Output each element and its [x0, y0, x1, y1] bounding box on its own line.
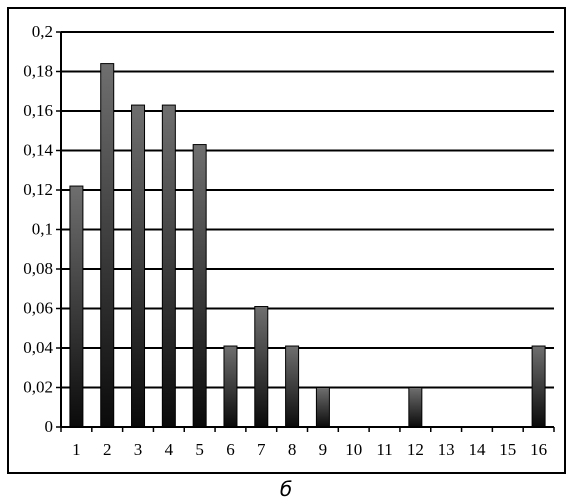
x-tick-labels: 1 2 3 4 5 6 7 8 9 10 11 12 13 14 15 16: [72, 440, 547, 459]
y-tick-labels: 0 0,02 0,04 0,06 0,08 0,1 0,12 0,14 0,16 0,18 0,2: [23, 22, 53, 436]
bar-6: [223, 345, 238, 428]
bars: [69, 63, 546, 428]
y-tick-label: 0,14: [23, 141, 53, 160]
y-tick-label: 0,08: [23, 259, 53, 278]
bar-5: [192, 144, 207, 428]
y-tick-label: 0,18: [23, 62, 53, 81]
x-tick-label: 14: [468, 440, 486, 459]
x-tick-label: 13: [438, 440, 455, 459]
bar-3: [131, 104, 146, 428]
y-tick-label: 0,06: [23, 299, 53, 318]
bar-1: [69, 185, 84, 428]
x-tick-label: 16: [530, 440, 547, 459]
bar-12: [408, 387, 423, 428]
x-tick-label: 5: [195, 440, 204, 459]
bar-9: [315, 387, 330, 428]
x-tick-label: 10: [345, 440, 362, 459]
x-tick-label: 2: [103, 440, 112, 459]
y-tick-label: 0,12: [23, 180, 53, 199]
y-tick-label: 0,2: [32, 22, 53, 41]
y-tick-label: 0,16: [23, 101, 53, 120]
bar-8: [285, 345, 300, 428]
y-tick-label: 0,04: [23, 338, 53, 357]
x-tick-label: 8: [288, 440, 297, 459]
bar-2: [100, 63, 115, 428]
bar-16: [531, 345, 546, 428]
x-tick-label: 15: [499, 440, 516, 459]
chart-caption: б: [280, 477, 292, 501]
x-tick-label: 12: [407, 440, 424, 459]
y-tick-label: 0: [45, 417, 54, 436]
y-tick-label: 0,02: [23, 378, 53, 397]
x-tick-label: 3: [134, 440, 143, 459]
x-tick-label: 6: [226, 440, 235, 459]
bar-7: [254, 306, 269, 428]
x-tick-label: 1: [72, 440, 81, 459]
x-tick-label: 4: [165, 440, 174, 459]
x-tick-label: 11: [376, 440, 392, 459]
bar-4: [161, 104, 176, 428]
x-tick-label: 7: [257, 440, 266, 459]
x-tick-label: 9: [319, 440, 328, 459]
y-tick-label: 0,1: [32, 220, 53, 239]
axes: [60, 32, 555, 432]
